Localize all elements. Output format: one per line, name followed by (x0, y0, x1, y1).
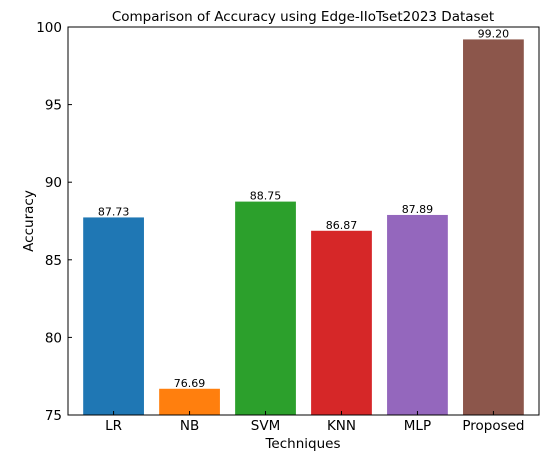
value-label-mlp: 87.89 (402, 203, 434, 216)
y-tick-label: 90 (45, 175, 62, 191)
bar-nb (159, 388, 220, 415)
y-tick-label: 75 (45, 408, 62, 424)
bar-proposed (463, 39, 524, 416)
x-tick-label: MLP (404, 418, 431, 434)
y-axis-ticks: 75 80 85 90 95 100 (36, 20, 72, 424)
x-tick-label: LR (105, 418, 122, 434)
bar-knn (311, 230, 372, 415)
y-axis-label: Accuracy (21, 190, 37, 252)
chart-title: Comparison of Accuracy using Edge-IIoTse… (112, 9, 494, 25)
x-axis-label: Techniques (264, 436, 340, 452)
y-tick-label: 95 (45, 98, 62, 114)
value-label-proposed: 99.20 (478, 27, 510, 40)
y-tick-label: 100 (36, 20, 62, 36)
bar-svm (235, 201, 296, 415)
value-label-knn: 86.87 (326, 219, 358, 232)
x-tick-label: Proposed (462, 418, 524, 434)
bars (83, 39, 524, 416)
x-tick-label: SVM (251, 418, 280, 434)
bar-value-labels: 87.73 76.69 88.75 86.87 87.89 99.20 (98, 27, 509, 389)
x-tick-label: KNN (327, 418, 356, 434)
bar-mlp (387, 214, 448, 415)
plot-frame (67, 26, 540, 416)
x-tick-label: NB (180, 418, 199, 434)
y-tick-label: 85 (45, 253, 62, 269)
value-label-nb: 76.69 (174, 377, 206, 390)
bar-lr (83, 217, 144, 415)
y-tick-label: 80 (45, 330, 62, 346)
x-axis-ticks: LR NB SVM KNN MLP Proposed (105, 411, 524, 434)
value-label-svm: 88.75 (250, 190, 282, 203)
value-label-lr: 87.73 (98, 205, 130, 218)
